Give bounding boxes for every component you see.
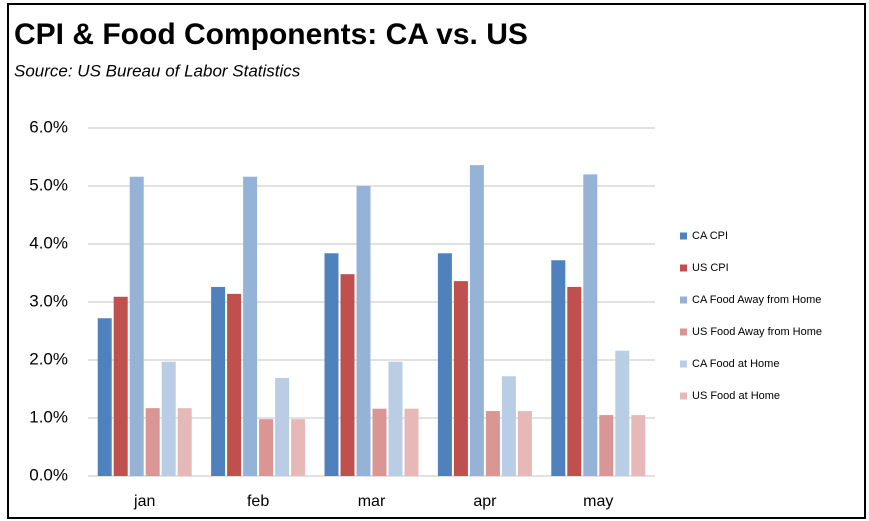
bar (177, 408, 192, 476)
legend-label: US Food at Home (692, 390, 780, 402)
bar (97, 318, 112, 476)
bar (404, 408, 419, 476)
bar (372, 408, 387, 476)
legend-label: CA Food Away from Home (692, 294, 821, 306)
y-tick-label: 2.0% (29, 349, 68, 368)
x-tick-label: jan (133, 493, 155, 510)
legend-swatch (680, 296, 687, 304)
x-tick-label: may (583, 493, 613, 510)
legend-swatch (680, 232, 687, 240)
y-tick-label: 1.0% (29, 407, 68, 426)
x-tick-label: apr (473, 493, 497, 510)
y-tick-label: 0.0% (29, 465, 68, 484)
bar (211, 286, 226, 476)
bar (517, 411, 532, 476)
bar (113, 296, 128, 476)
x-tick-label: mar (358, 493, 386, 510)
bar (453, 281, 468, 476)
legend-swatch (680, 392, 687, 400)
bar (615, 350, 630, 476)
bar (291, 419, 306, 476)
bar (340, 274, 355, 476)
legend-label: US CPI (692, 262, 729, 274)
legend-swatch (680, 264, 687, 272)
bar (437, 253, 452, 476)
y-tick-label: 4.0% (29, 233, 68, 252)
chart-title: CPI & Food Components: CA vs. US (14, 18, 528, 51)
bar (356, 186, 371, 476)
bar (501, 376, 516, 476)
bar (275, 377, 290, 476)
bar (324, 253, 339, 476)
bar (129, 176, 144, 476)
legend-swatch (680, 328, 687, 336)
bar (583, 174, 598, 476)
y-tick-label: 6.0% (29, 117, 68, 136)
bar (469, 165, 484, 476)
legend-label: CA Food at Home (692, 358, 779, 370)
x-tick-label: feb (247, 493, 269, 510)
bar (243, 176, 258, 476)
bar (388, 361, 403, 476)
bar (551, 260, 566, 476)
legend-label: US Food Away from Home (692, 326, 822, 338)
legend-swatch (680, 360, 687, 368)
chart-subtitle: Source: US Bureau of Labor Statistics (14, 61, 301, 80)
bar (259, 419, 274, 476)
legend-label: CA CPI (692, 230, 728, 242)
bar (485, 411, 500, 476)
bar (631, 415, 646, 476)
y-tick-label: 5.0% (29, 175, 68, 194)
bar (227, 293, 242, 476)
bar (161, 361, 176, 476)
y-tick-label: 3.0% (29, 291, 68, 310)
bar (145, 408, 160, 476)
bar (599, 415, 614, 476)
bar (567, 286, 582, 476)
